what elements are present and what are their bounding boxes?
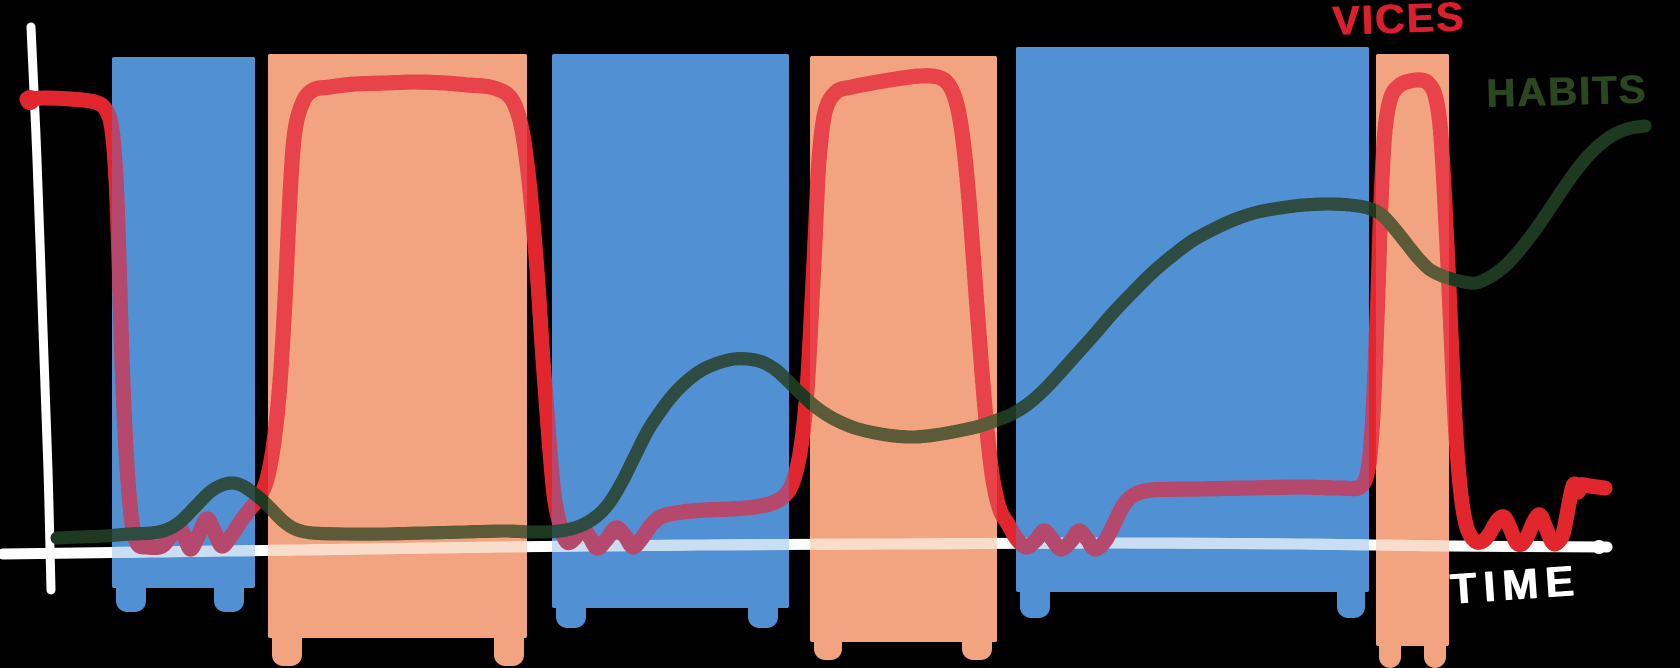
bar-body [112, 57, 255, 588]
habits-line-over-orange [268, 119, 1449, 545]
blue-period-bar [1016, 47, 1369, 618]
orange-period-bar [810, 56, 997, 660]
vices-line-over-orange [268, 68, 1449, 557]
y-axis-line [26, 22, 56, 595]
blue-period-bar [552, 54, 789, 628]
habits-series-label: HABITS [1485, 67, 1648, 116]
blue-period-bar [112, 57, 255, 612]
habits-curve [50, 119, 1652, 545]
vices-start-blob [20, 90, 40, 110]
bar-body [810, 56, 997, 642]
x-axis-end-cap [1592, 540, 1606, 554]
vices-series-label: VICES [1331, 0, 1466, 44]
orange-period-bar [1376, 54, 1449, 668]
bar-body [552, 54, 789, 608]
time-axis-label: TIME [1448, 556, 1583, 614]
period-bars [112, 47, 1449, 668]
orange-period-bar [268, 54, 527, 666]
bar-body [268, 54, 527, 638]
bar-body [1376, 54, 1449, 646]
bar-body [1016, 47, 1369, 592]
axes [0, 22, 1613, 595]
